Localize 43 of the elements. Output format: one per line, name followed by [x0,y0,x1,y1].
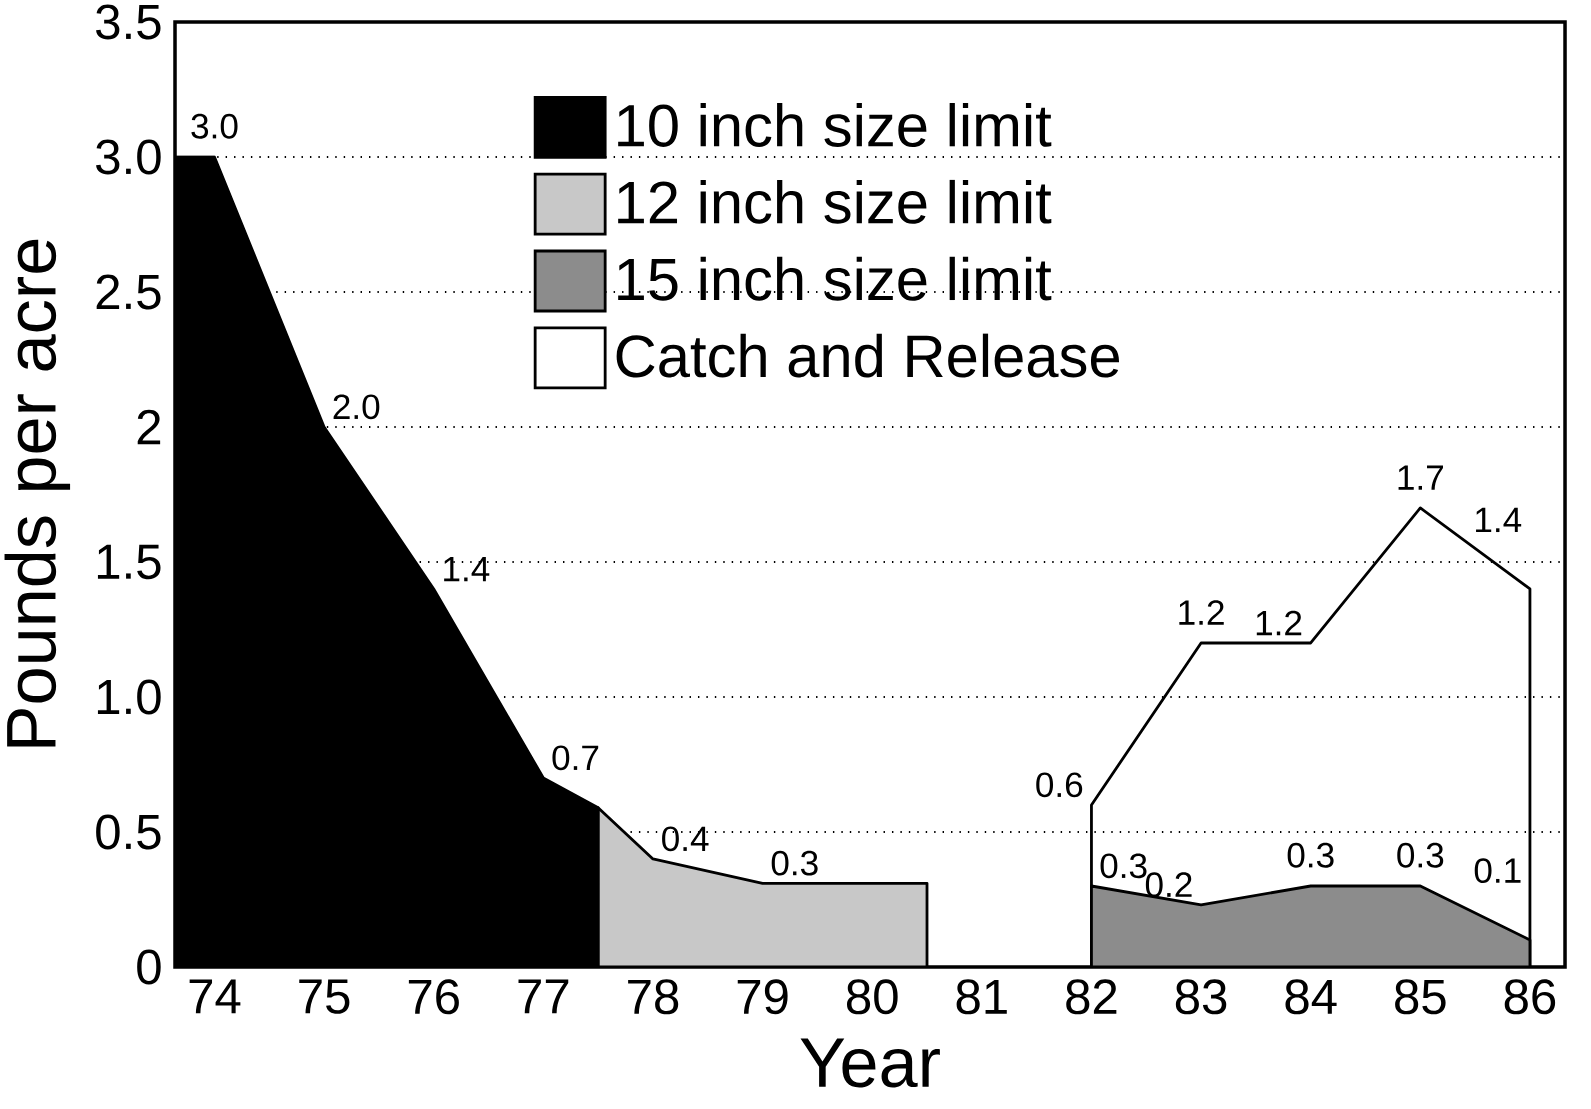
y-tick-label: 2.5 [96,274,161,310]
y-tick-label: 3.0 [96,139,161,175]
x-tick-label: 79 [737,979,788,1015]
x-tick-label: 84 [1285,979,1337,1015]
data-label: 0.4 [662,826,709,852]
data-label: 1.4 [1476,507,1522,533]
legend-label: 12 inch size limit [618,179,1052,224]
data-label: 1.4 [444,557,490,582]
x-tick-label: 80 [846,979,898,1015]
x-tick-label: 81 [956,979,1007,1015]
data-label: 0.3 [1397,842,1444,868]
data-label: 0.6 [1036,772,1083,798]
data-label: 0.2 [1145,872,1192,898]
x-tick-label: 85 [1395,979,1446,1015]
legend-label: 10 inch size limit [618,103,1052,147]
data-label: 3.0 [191,113,238,139]
legend-label: Catch and Release [616,333,1119,378]
x-tick-label: 74 [189,979,241,1014]
y-tick-label: 2 [137,409,161,445]
x-axis-title: Year [800,1038,940,1088]
x-tick-label: 78 [628,979,679,1015]
data-label: 1.7 [1398,465,1443,490]
y-tick-label: 0 [137,949,161,985]
x-tick-label: 75 [299,979,350,1014]
data-label: 1.2 [1179,600,1224,625]
y-tick-label: 0.5 [96,814,161,850]
y-tick-label: 3.5 [96,4,161,40]
y-tick-label: 1.5 [97,544,161,580]
data-label: 0.3 [771,850,818,876]
data-label: 0.7 [552,745,599,771]
data-label: 0.3 [1287,842,1334,868]
x-tick-label: 77 [518,979,569,1014]
legend-label: 15 inch size limit [618,256,1052,301]
x-tick-label: 86 [1504,979,1556,1015]
data-label: 1.2 [1256,610,1302,636]
data-label: 0.1 [1474,858,1521,884]
x-tick-label: 76 [408,979,459,1015]
data-label: 2.0 [333,394,380,420]
y-tick-label: 1.0 [97,679,161,715]
x-tick-label: 82 [1066,979,1117,1015]
data-label: 0.3 [1100,853,1147,879]
x-tick-label: 83 [1175,979,1227,1015]
y-axis-title: Pounds per acre [4,239,71,747]
